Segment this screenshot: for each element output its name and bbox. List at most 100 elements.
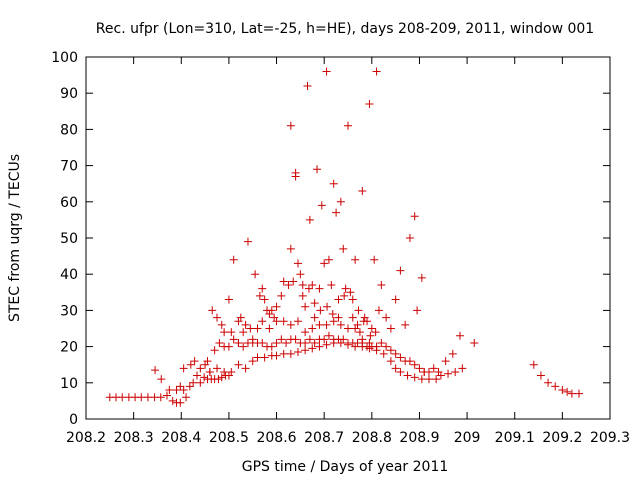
data-point [179, 386, 188, 395]
data-point [236, 313, 245, 322]
data-point [328, 310, 337, 319]
data-point [308, 281, 317, 290]
data-point [448, 349, 457, 358]
data-point [293, 259, 302, 268]
data-point [190, 357, 199, 366]
data-point [308, 324, 317, 333]
data-point [348, 313, 357, 322]
data-point [310, 313, 319, 322]
data-point [403, 371, 412, 380]
data-point [267, 306, 276, 315]
y-tick-label: 100 [51, 50, 78, 66]
data-point [227, 328, 236, 337]
data-point [289, 277, 298, 286]
data-point [186, 360, 195, 369]
data-point [315, 320, 324, 329]
data-point [253, 353, 262, 362]
data-point [415, 364, 424, 373]
data-point [324, 331, 333, 340]
data-point [417, 375, 426, 384]
data-point [224, 295, 233, 304]
data-point [429, 364, 438, 373]
data-point [563, 387, 572, 396]
data-point [239, 328, 248, 337]
data-point [279, 317, 288, 326]
data-point [272, 317, 281, 326]
data-point [284, 281, 293, 290]
data-point [420, 367, 429, 376]
y-tick-label: 80 [60, 122, 78, 138]
data-point [391, 349, 400, 358]
data-point [365, 100, 374, 109]
data-point [551, 382, 560, 391]
data-point [301, 302, 310, 311]
data-point [279, 349, 288, 358]
data-point [332, 208, 341, 217]
data-point [558, 386, 567, 395]
data-point [137, 393, 146, 402]
data-point [248, 357, 257, 366]
x-tick-label: 208.4 [161, 430, 201, 446]
data-point [293, 348, 302, 357]
data-point [365, 338, 374, 347]
data-point [293, 317, 302, 326]
y-tick-label: 30 [60, 303, 78, 319]
data-point [410, 360, 419, 369]
data-point [118, 393, 127, 402]
data-point [313, 165, 322, 174]
data-point [339, 244, 348, 253]
data-point [279, 277, 288, 286]
data-point [234, 338, 243, 347]
data-point [358, 186, 367, 195]
data-point [251, 270, 260, 279]
data-point [396, 353, 405, 362]
data-point [301, 338, 310, 347]
x-tick-label: 208.3 [114, 430, 154, 446]
data-point [239, 342, 248, 351]
data-point [366, 331, 375, 340]
data-point [536, 371, 545, 380]
data-point [355, 328, 364, 337]
data-point [162, 391, 171, 400]
data-point [348, 295, 357, 304]
data-point [182, 393, 191, 402]
y-tick-label: 50 [60, 231, 78, 247]
y-tick-label: 20 [60, 340, 78, 356]
data-point [267, 342, 276, 351]
data-point [567, 389, 576, 398]
y-axis-ticks: 0 10 20 30 40 50 60 70 80 90 100 [51, 50, 610, 428]
data-point [351, 255, 360, 264]
data-point [298, 281, 307, 290]
data-point [405, 357, 414, 366]
data-point [303, 81, 312, 90]
data-point [304, 284, 313, 293]
data-point [258, 338, 267, 347]
data-point [265, 324, 274, 333]
x-axis-ticks: 208.2 208.3 208.4 208.5 208.6 208.7 208.8 208.9… [66, 57, 630, 446]
data-point [334, 295, 343, 304]
y-tick-label: 70 [60, 159, 78, 175]
data-point [327, 281, 336, 290]
y-tick-label: 40 [60, 267, 78, 283]
data-point [305, 335, 314, 344]
data-point [315, 342, 324, 351]
data-point [272, 302, 281, 311]
data-point [455, 331, 464, 340]
data-point [286, 349, 295, 358]
data-point [432, 375, 441, 384]
data-point [296, 270, 305, 279]
data-point [410, 212, 419, 221]
x-tick-label: 209.3 [590, 430, 630, 446]
data-point [391, 295, 400, 304]
data-point [229, 255, 238, 264]
data-point [382, 342, 391, 351]
data-point [320, 335, 329, 344]
data-point [405, 234, 414, 242]
data-point [316, 306, 325, 315]
data-point [323, 302, 332, 311]
x-axis-label: GPS time / Days of year 2011 [242, 459, 449, 475]
data-point [172, 386, 181, 395]
data-point [272, 351, 281, 360]
data-point [301, 346, 310, 355]
